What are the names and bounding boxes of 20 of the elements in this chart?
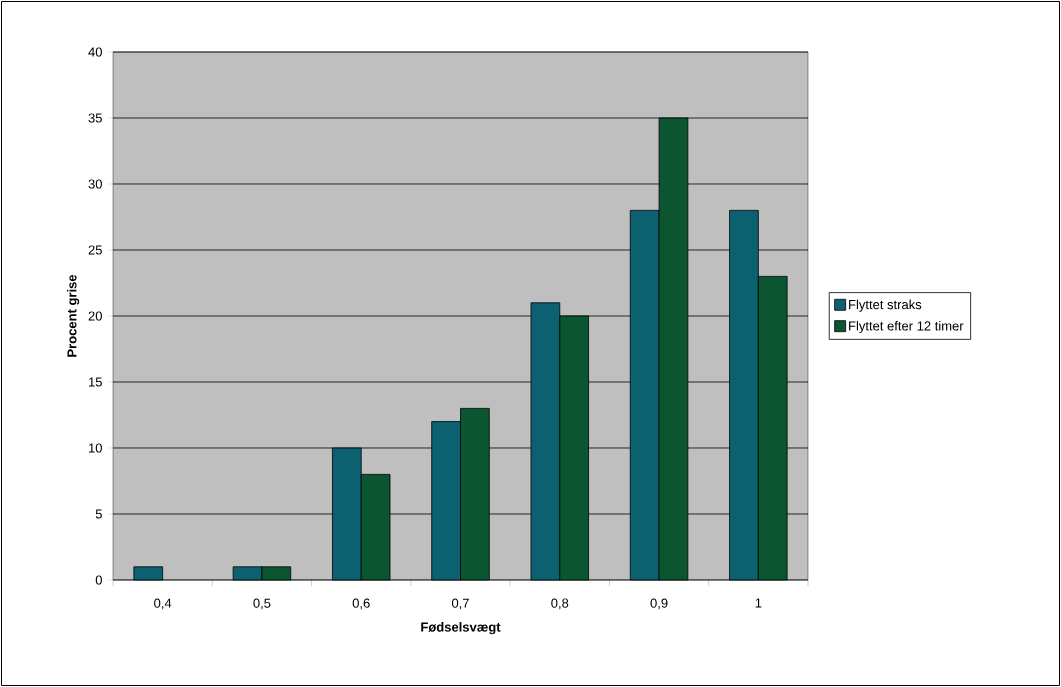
y-tick-label: 30 xyxy=(88,179,102,189)
legend-label: Flyttet straks xyxy=(849,299,922,312)
legend-label: Flyttet efter 12 timer xyxy=(849,320,964,334)
x-tick-label: 0,4 xyxy=(154,598,172,610)
y-tick-label: 5 xyxy=(95,509,102,519)
y-tick-label: 20 xyxy=(88,311,102,321)
x-tick-label: 0,5 xyxy=(253,598,271,610)
x-tick-label: 0,7 xyxy=(451,598,469,610)
y-tick-label: 0 xyxy=(95,575,102,585)
x-tick-label: 0,9 xyxy=(650,598,668,610)
x-axis-title: Fødselsvægt xyxy=(421,622,501,635)
y-tick-label: 40 xyxy=(88,47,102,57)
y-tick-label: 15 xyxy=(89,377,102,387)
x-tick-label: 0,8 xyxy=(551,598,569,610)
y-tick-label: 35 xyxy=(88,113,102,123)
y-tick-label: 10 xyxy=(89,443,102,453)
y-tick-label: 25 xyxy=(88,245,102,255)
x-tick-label: 1 xyxy=(755,598,762,608)
y-axis-title: Procent grise xyxy=(66,274,80,357)
x-tick-label: 0,6 xyxy=(352,598,370,610)
